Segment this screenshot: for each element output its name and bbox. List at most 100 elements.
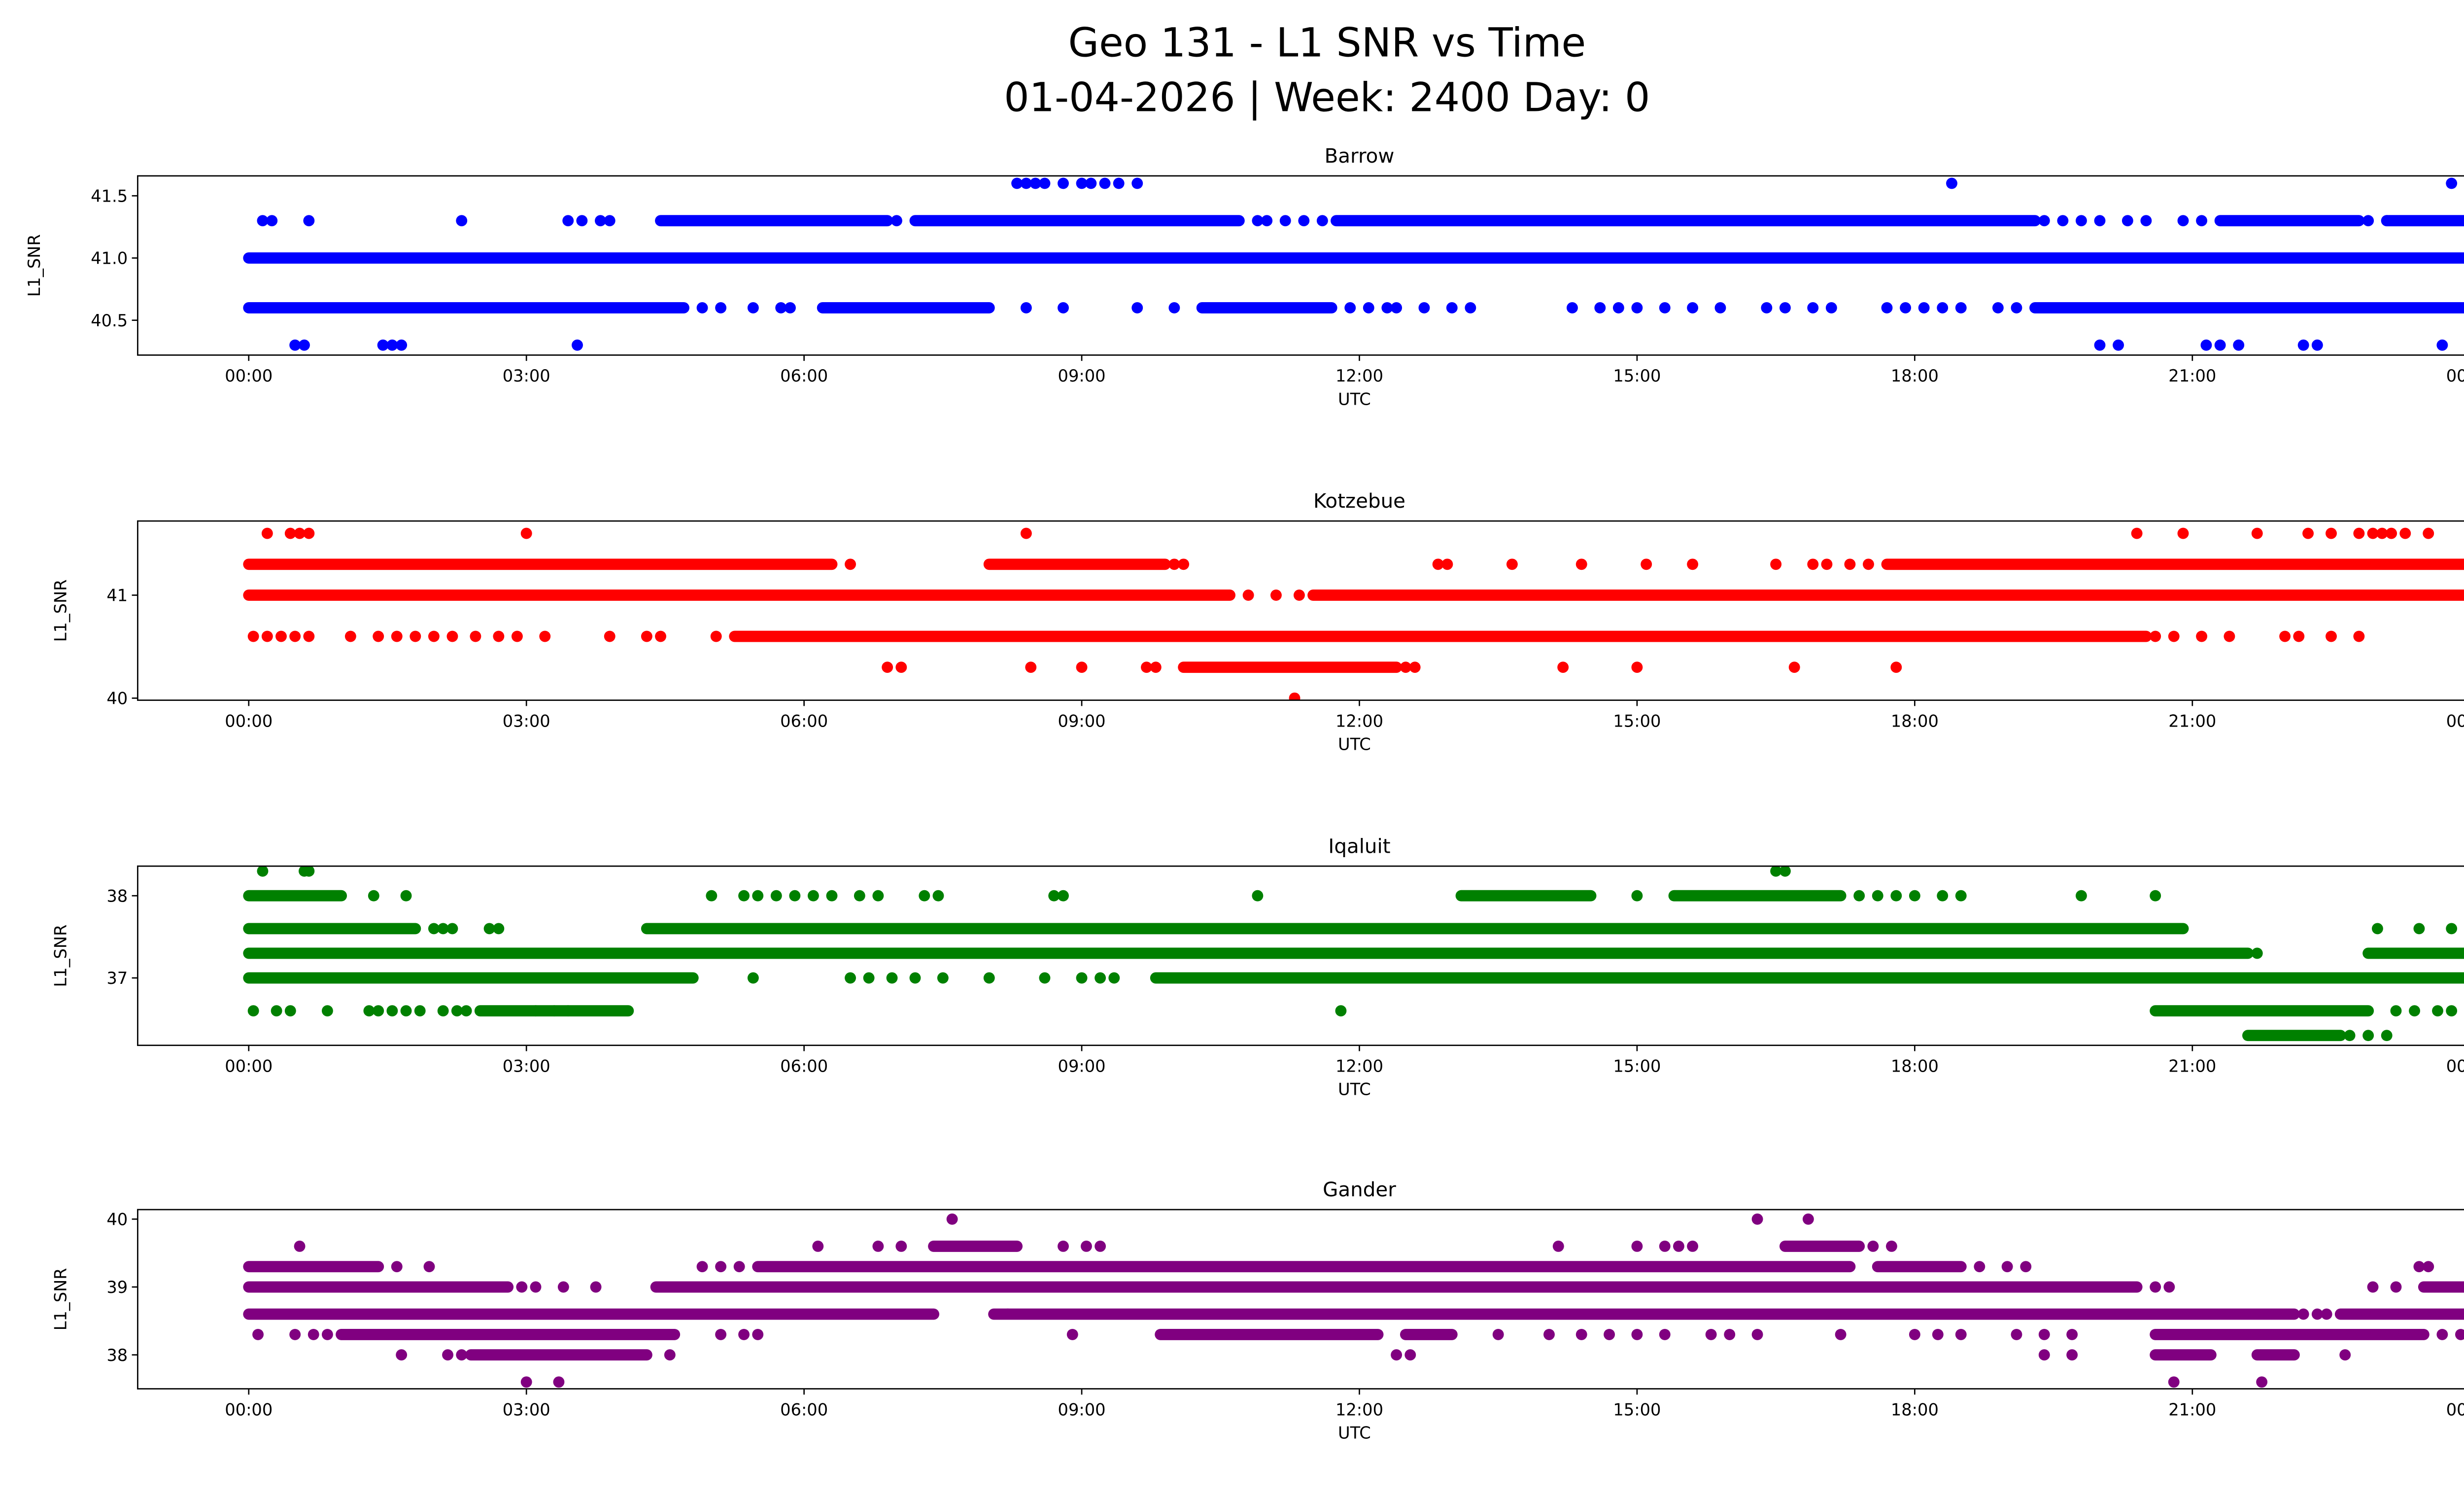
scatter-point <box>2011 302 2022 313</box>
scatter-point <box>1252 890 1264 902</box>
scatter-point <box>1974 1261 1985 1273</box>
scatter-point <box>2376 527 2388 539</box>
x-tick-label: 09:00 <box>1058 366 1106 385</box>
scatter-point <box>1400 661 1411 673</box>
scatter-point <box>1298 215 1310 227</box>
scatter-point <box>530 1281 542 1293</box>
scatter-point <box>1631 890 1643 902</box>
scatter-point <box>2168 1376 2180 1388</box>
scatter-point <box>2293 630 2305 642</box>
y-tick-label: 37 <box>106 969 128 988</box>
subplot-title: Barrow <box>1325 144 1395 168</box>
scatter-point <box>1131 302 1143 313</box>
scatter-point <box>738 890 750 902</box>
y-tick-label: 39 <box>106 1278 128 1297</box>
scatter-point <box>368 890 379 902</box>
scatter-point <box>1168 558 1180 570</box>
scatter-point <box>2367 527 2379 539</box>
scatter-point-run <box>243 972 699 984</box>
scatter-point <box>919 890 930 902</box>
scatter-point <box>983 972 995 984</box>
scatter-point <box>2399 527 2411 539</box>
scatter-point <box>2251 527 2263 539</box>
scatter-point <box>2038 215 2050 227</box>
scatter-point <box>2423 1261 2434 1273</box>
scatter-point <box>2020 1261 2032 1273</box>
x-tick-label: 06:00 <box>780 1057 828 1076</box>
scatter-point <box>437 923 449 935</box>
scatter-point-run <box>988 1308 2300 1320</box>
scatter-point <box>747 972 759 984</box>
scatter-point <box>1344 302 1356 313</box>
scatter-point <box>1141 661 1152 673</box>
scatter-point-run <box>2150 1005 2374 1017</box>
scatter-point-run <box>2362 947 2464 959</box>
scatter-point <box>1932 1328 1944 1340</box>
scatter-point <box>594 215 606 227</box>
x-tick-label: 00:00 <box>225 366 273 385</box>
scatter-point <box>785 302 796 313</box>
x-tick-label: 12:00 <box>1335 366 1383 385</box>
scatter-point <box>460 1005 472 1017</box>
scatter-point-run <box>1155 1328 1384 1340</box>
scatter-point <box>1937 302 1949 313</box>
scatter-series <box>243 177 2464 351</box>
x-tick-label: 15:00 <box>1613 1400 1661 1419</box>
scatter-point <box>710 630 722 642</box>
scatter-point <box>2131 527 2143 539</box>
scatter-point-run <box>817 302 995 313</box>
scatter-point-run <box>1178 661 1403 673</box>
scatter-point <box>308 1328 319 1340</box>
scatter-point <box>377 339 389 351</box>
scatter-point-run <box>641 923 2189 935</box>
scatter-point <box>1955 1328 1967 1340</box>
x-tick-label: 09:00 <box>1058 1400 1106 1419</box>
scatter-point <box>715 1261 727 1273</box>
scatter-point <box>2177 215 2189 227</box>
scatter-point <box>895 1240 907 1252</box>
scatter-point <box>1705 972 1717 984</box>
scatter-point <box>520 1376 532 1388</box>
scatter-point <box>752 890 764 902</box>
scatter-point <box>946 1213 958 1225</box>
scatter-point-run <box>243 947 2254 959</box>
scatter-point <box>1946 972 1957 984</box>
scatter-point <box>2057 215 2069 227</box>
scatter-point <box>363 1005 375 1017</box>
scatter-point <box>391 1261 403 1273</box>
scatter-point <box>1673 1240 1684 1252</box>
scatter-point <box>747 302 759 313</box>
scatter-point <box>1020 177 1032 189</box>
scatter-point <box>1048 890 1060 902</box>
scatter-point <box>562 215 574 227</box>
y-tick-label: 41 <box>106 586 128 605</box>
x-tick-label: 21:00 <box>2168 1057 2216 1076</box>
scatter-series <box>243 866 2464 1042</box>
scatter-point <box>2390 1005 2402 1017</box>
scatter-point <box>516 1281 528 1293</box>
scatter-point <box>284 1005 296 1017</box>
scatter-point <box>303 866 315 877</box>
scatter-point <box>344 630 356 642</box>
scatter-point <box>1770 972 1782 984</box>
scatter-point <box>1955 890 1967 902</box>
scatter-point <box>1557 661 1569 673</box>
scatter-point <box>1252 215 1264 227</box>
scatter-point-run <box>1196 302 1337 313</box>
scatter-point <box>1844 558 1856 570</box>
scatter-point <box>1825 302 1837 313</box>
subplot-barrow: Barrow 00:00 03:00 06:00 09:00 12:00 15:00 18:0… <box>25 144 2464 409</box>
scatter-point <box>1779 866 1791 877</box>
scatter-point <box>2409 1005 2420 1017</box>
scatter-point <box>1631 661 1643 673</box>
scatter-point <box>1751 1213 1763 1225</box>
scatter-point <box>289 1328 301 1340</box>
scatter-point <box>807 890 819 902</box>
scatter-point <box>1270 589 1282 601</box>
scatter-point <box>845 558 856 570</box>
scatter-point <box>271 1005 282 1017</box>
scatter-point <box>1391 1349 1403 1361</box>
scatter-point <box>1492 1328 1504 1340</box>
scatter-point <box>289 630 301 642</box>
scatter-point <box>1900 302 1912 313</box>
